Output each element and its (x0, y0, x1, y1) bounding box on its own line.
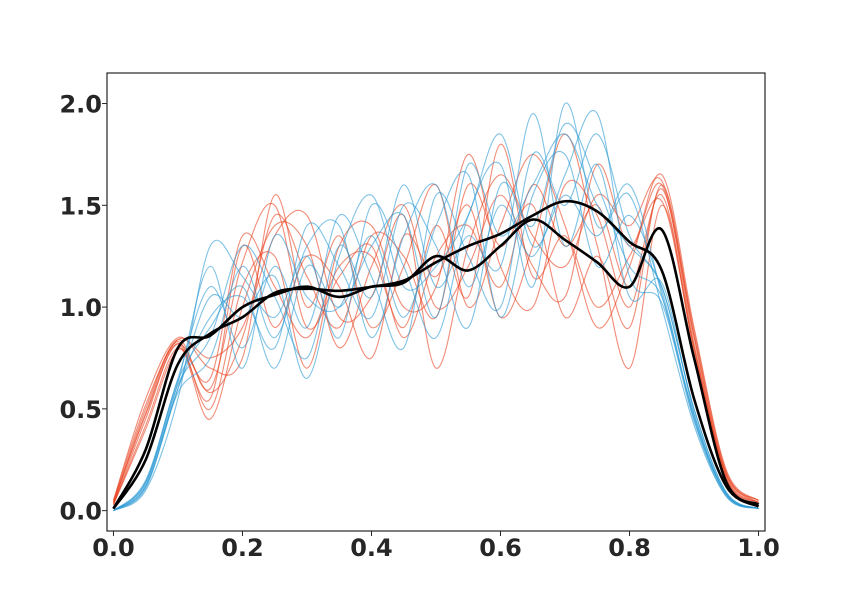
blue-series-line (113, 113, 759, 512)
y-tick-label: 2.0 (59, 91, 102, 119)
x-tick-label: 0.4 (350, 534, 393, 562)
blue-series-line (113, 133, 759, 512)
mean-series-line (112, 199, 760, 510)
blue-series-line (113, 151, 759, 512)
y-axis-ticks: 0.0 0.5 1.0 1.5 2.0 (59, 91, 107, 526)
blue-series-line (113, 122, 759, 512)
red-series-line (112, 143, 759, 505)
series-layer (112, 102, 760, 512)
red-series-line (112, 183, 759, 503)
blue-series-line (113, 102, 759, 512)
y-tick-label: 0.0 (59, 498, 102, 526)
plot-frame (106, 72, 766, 532)
red-series-line (112, 174, 759, 501)
x-tick-label: 1.0 (737, 534, 780, 562)
y-tick-label: 0.5 (59, 396, 102, 424)
x-tick-label: 0.8 (608, 534, 651, 562)
x-tick-label: 0.2 (221, 534, 264, 562)
blue-series-line (113, 133, 759, 512)
y-tick-label: 1.5 (59, 192, 102, 220)
blue-series-line (113, 133, 759, 512)
x-tick-label: 0.0 (92, 534, 135, 562)
x-tick-label: 0.6 (479, 534, 522, 562)
red-series-line (112, 184, 759, 503)
mean-series-line (112, 218, 760, 510)
red-series-line (112, 133, 759, 506)
x-axis-ticks: 0.0 0.2 0.4 0.6 0.8 1.0 (92, 531, 780, 562)
y-tick-label: 1.0 (59, 294, 102, 322)
blue-series-line (113, 110, 759, 512)
